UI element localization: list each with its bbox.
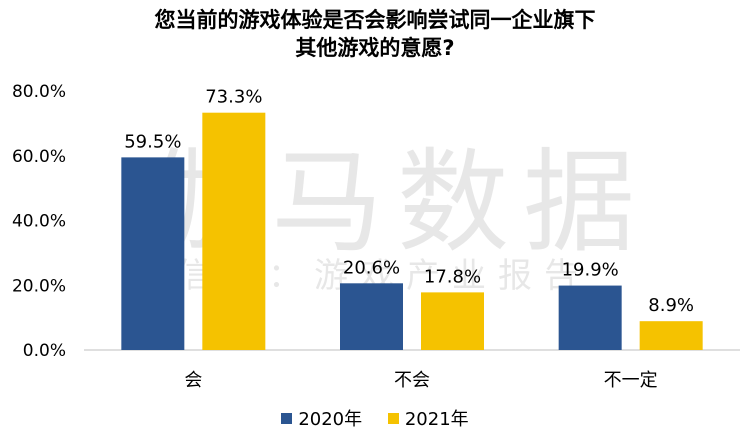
x-tick-label: 不会 <box>394 370 430 391</box>
data-label: 59.5% <box>124 131 181 152</box>
y-tick-label: 80.0% <box>12 82 66 102</box>
legend-label-2020: 2020年 <box>298 409 363 430</box>
legend-swatch-2020 <box>281 412 293 424</box>
x-tick-label: 不一定 <box>604 370 658 391</box>
legend-item-2021: 2021年 <box>387 405 469 431</box>
data-label: 20.6% <box>343 257 400 278</box>
chart-title: 您当前的游戏体验是否会影响尝试同一企业旗下 其他游戏的意愿? <box>0 6 750 62</box>
data-label: 17.8% <box>424 266 481 287</box>
bar <box>340 283 403 350</box>
data-label: 8.9% <box>648 295 694 316</box>
y-tick-label: 40.0% <box>12 212 66 232</box>
legend-item-2020: 2020年 <box>281 405 362 431</box>
chart-title-line-2: 其他游戏的意愿? <box>295 36 455 60</box>
y-tick-label: 0.0% <box>23 341 66 361</box>
x-tick-label: 会 <box>184 370 202 391</box>
bar <box>639 321 703 350</box>
bar <box>121 157 185 350</box>
data-label: 73.3% <box>205 87 262 108</box>
bar <box>202 112 266 350</box>
bar <box>421 292 484 350</box>
legend-swatch-2021 <box>387 412 399 424</box>
legend-label-2021: 2021年 <box>404 409 469 430</box>
chart-title-line-1: 您当前的游戏体验是否会影响尝试同一企业旗下 <box>154 8 596 32</box>
y-tick-label: 20.0% <box>12 276 66 296</box>
data-label: 19.9% <box>562 260 619 281</box>
legend: 2020年 2021年 <box>0 405 750 431</box>
bar <box>558 285 622 350</box>
y-tick-label: 60.0% <box>12 147 66 167</box>
